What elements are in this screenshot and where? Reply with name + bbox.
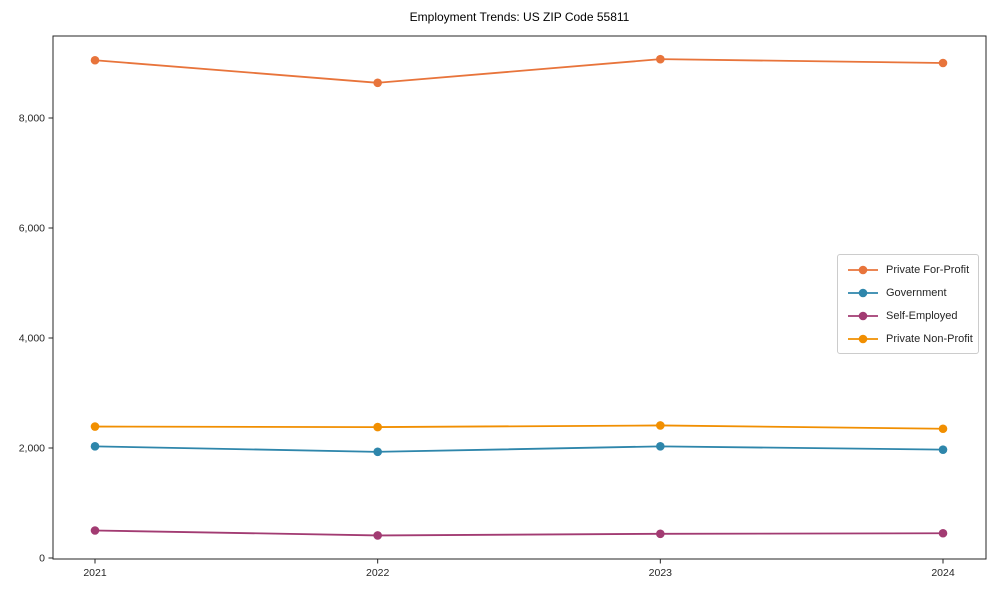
legend-item-self-employed: Self-Employed bbox=[847, 308, 969, 323]
data-point-private-for-profit-2022 bbox=[373, 78, 382, 88]
legend-item-private-for-profit: Private For-Profit bbox=[847, 262, 969, 277]
x-tick-label: 2024 bbox=[931, 567, 955, 579]
data-point-private-non-profit-2022 bbox=[373, 422, 382, 432]
data-point-self-employed-2024 bbox=[938, 528, 948, 538]
data-point-private-for-profit-2024 bbox=[938, 58, 948, 68]
data-point-government-2021 bbox=[90, 442, 100, 451]
data-point-self-employed-2022 bbox=[373, 531, 382, 540]
legend-line-marker-icon bbox=[848, 265, 878, 274]
x-tick-label: 2022 bbox=[366, 567, 390, 579]
y-tick-label: 8,000 bbox=[19, 113, 45, 125]
data-point-government-2024 bbox=[938, 445, 948, 454]
data-point-self-employed-2021 bbox=[90, 526, 100, 535]
legend-label: Self-Employed bbox=[886, 309, 958, 322]
data-point-private-non-profit-2021 bbox=[90, 422, 100, 431]
x-tick-label: 2021 bbox=[83, 567, 107, 579]
legend-label: Government bbox=[886, 286, 947, 299]
legend-item-government: Government bbox=[847, 285, 969, 300]
data-point-government-2023 bbox=[656, 442, 665, 451]
y-tick-label: 6,000 bbox=[19, 223, 45, 235]
legend-line-marker-icon bbox=[848, 311, 878, 320]
chart-legend: Private For-Profit Government Self-Employe… bbox=[837, 254, 979, 354]
data-point-government-2022 bbox=[373, 447, 382, 457]
series-line-government bbox=[94, 445, 944, 453]
y-tick-label: 2,000 bbox=[19, 443, 45, 455]
data-point-private-for-profit-2023 bbox=[656, 54, 665, 64]
legend-label: Private For-Profit bbox=[886, 263, 970, 276]
legend-item-private-non-profit: Private Non-Profit bbox=[847, 331, 973, 346]
y-tick-label: 4,000 bbox=[19, 333, 45, 345]
x-tick-label: 2023 bbox=[649, 567, 673, 579]
legend-label: Private Non-Profit bbox=[886, 332, 973, 345]
series-line-self-employed bbox=[94, 529, 944, 537]
data-point-self-employed-2023 bbox=[656, 529, 665, 539]
legend-line-marker-icon bbox=[848, 334, 878, 343]
data-point-private-non-profit-2024 bbox=[938, 424, 948, 434]
legend-line-marker-icon bbox=[848, 288, 878, 297]
y-tick-label: 0 bbox=[39, 553, 45, 565]
plot-frame bbox=[52, 35, 987, 560]
series-line-private-non-profit bbox=[94, 424, 944, 430]
data-point-private-non-profit-2023 bbox=[656, 421, 665, 430]
series-line-private-for-profit bbox=[94, 58, 944, 84]
chart-title: Employment Trends: US ZIP Code 55811 bbox=[409, 10, 630, 24]
data-point-private-for-profit-2021 bbox=[90, 55, 100, 65]
